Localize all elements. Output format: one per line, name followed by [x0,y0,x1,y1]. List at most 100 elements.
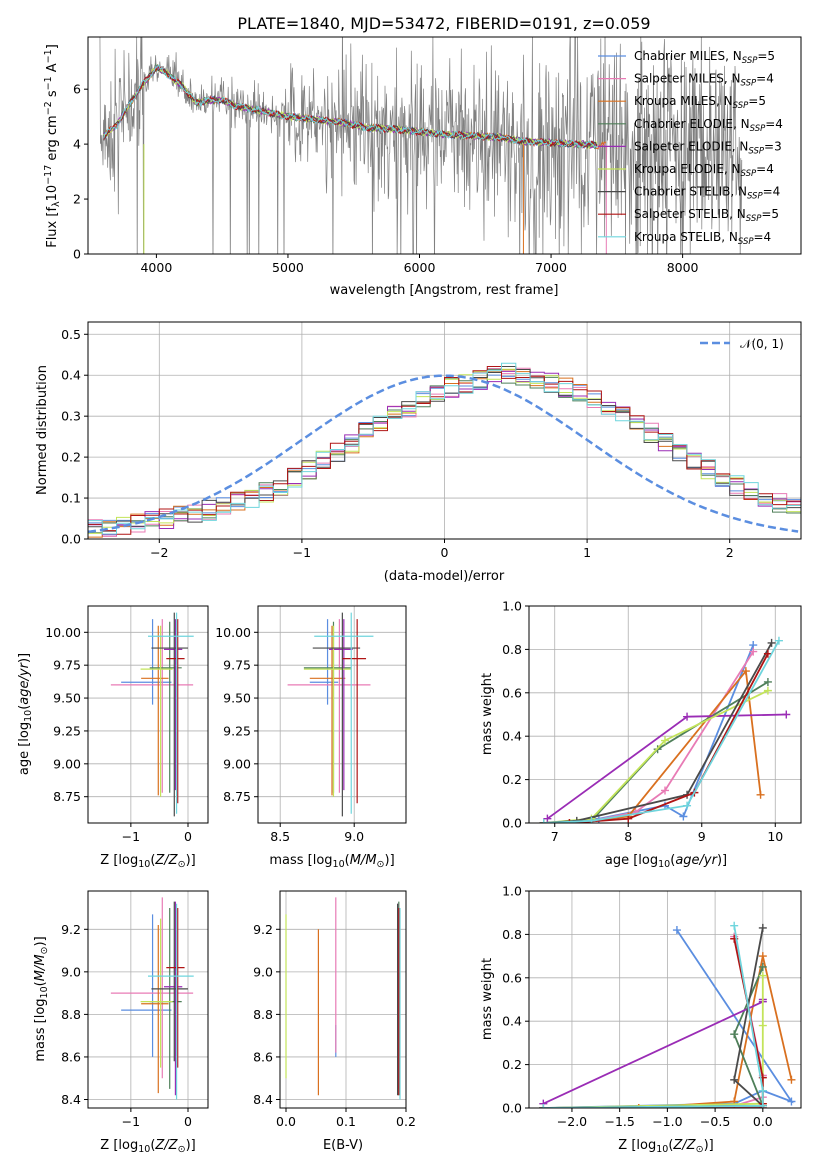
histogram-step [88,369,801,538]
x-tick-label: 5000 [272,260,304,275]
x-axis-label: E(B-V) [323,1138,363,1153]
model-line [103,65,598,149]
legend-text: Salpeter ELODIE, N [634,139,748,153]
histogram-step [88,367,801,537]
x-tick-label: 0.0 [276,1114,296,1129]
label-part: ] [45,44,60,49]
weight-line [543,938,764,1108]
x-tick-label: −1 [122,1114,140,1129]
y-axis-label: mass weight [480,673,495,755]
y-tick-label: 9.00 [53,756,81,771]
x-tick-label: 10 [767,829,783,844]
label-part: Z/Z [672,1138,696,1153]
legend-text: Chabrier MILES, N [634,49,742,63]
label-part: mass [log [269,853,332,868]
y-tick-label: 8.75 [53,789,81,804]
legend-label: Kroupa ELODIE, NSSP=4 [634,162,774,179]
label-part: ( [668,1138,673,1153]
label-part: 10 [658,859,670,870]
legend-sub: SSP [746,214,762,224]
chart-title: PLATE=1840, MJD=53472, FIBERID=0191, z=0… [237,14,650,33]
y-tick-label: 1.0 [502,599,522,614]
weight-marker [683,801,692,810]
label-part: 10 [39,986,50,998]
y-tick-label: 8.8 [61,1007,81,1022]
weight-marker [661,736,669,745]
y-tick-label: 6 [73,82,81,97]
label-part: 10 [138,1144,150,1155]
y-tick-label: 9.75 [53,658,81,673]
x-tick-label: 0 [184,1114,192,1129]
legend-sub: SSP [741,169,757,179]
label-part: A [45,63,60,76]
legend-text: Kroupa ELODIE, N [634,162,741,176]
x-tick-label: 0.1 [336,1114,356,1129]
legend-label: 𝒩(0, 1) [740,337,784,351]
legend-sub: SSP [750,124,766,134]
legend-text: =4 [763,185,781,199]
plot-area [88,362,801,538]
histogram-step [88,368,801,534]
histogram-step [88,374,801,524]
panel-4 [525,605,801,827]
label-part: age/yr [675,853,718,868]
y-axis-label: Normed distribution [35,365,50,495]
legend-sub: SSP [733,101,749,111]
weight-marker [587,816,596,823]
weight-marker [782,710,791,719]
label-part: 10 [23,710,34,722]
y-axis-label: Flux [fλ10−17 erg cm−2 s−1 A−1] [43,44,62,248]
label-part: −1 [43,49,54,63]
y-tick-label: 9.50 [53,691,81,706]
y-tick-label: 9.2 [61,922,81,937]
legend-text: Kroupa STELIB, N [634,230,738,244]
y-tick-label: 0.6 [502,685,522,700]
label-part: age/yr [17,661,32,704]
y-tick-label: 8.6 [253,1049,273,1064]
label-part: λ [51,201,62,207]
weight-line [543,651,754,823]
legend-label: Chabrier ELODIE, NSSP=4 [634,117,783,134]
label-part: )] [33,936,48,946]
y-tick-label: 9.25 [223,723,251,738]
axes-frame [528,605,802,824]
label-part: ( [33,981,48,986]
normal-curve [88,374,799,534]
label-part: ( [670,853,675,868]
plot-area [287,612,374,817]
y-tick-label: 0 [73,247,81,262]
axes-frame [87,605,209,824]
y-tick-label: 9.50 [223,691,251,706]
legend-sub: SSP [742,56,758,66]
legend-text: =4 [756,72,774,86]
legend-text: Salpeter MILES, N [634,72,741,86]
x-tick-label: 8000 [667,260,699,275]
plot-area [539,636,791,823]
x-tick-label: −1.0 [652,1114,682,1129]
label-part: age [log [605,853,658,868]
weight-marker [672,926,681,935]
legend-text: Chabrier STELIB, N [634,185,747,199]
legend-label: Chabrier MILES, NSSP=5 [634,49,775,66]
weight-marker [756,790,765,799]
y-tick-label: 0.4 [502,1014,522,1029]
weight-marker [565,819,574,823]
weight-marker [683,712,692,721]
histogram-step [88,366,801,532]
weight-marker [763,649,772,658]
weight-marker [730,1030,739,1039]
weight-marker [624,814,633,823]
weight-marker [730,1075,739,1084]
label-part: ( [345,853,350,868]
legend-text: =3 [764,139,782,153]
y-tick-label: 0.8 [502,642,522,657]
legend-text: =5 [761,207,779,221]
x-axis-label: wavelength [Angstrom, rest frame] [330,283,559,298]
label-part: )] [704,1138,714,1153]
plot-area [110,897,194,1100]
weight-marker [758,971,767,980]
x-tick-label: 7000 [535,260,567,275]
legend-label: Salpeter MILES, NSSP=4 [634,72,774,89]
plot-area [285,897,401,1100]
weight-line [543,640,780,823]
